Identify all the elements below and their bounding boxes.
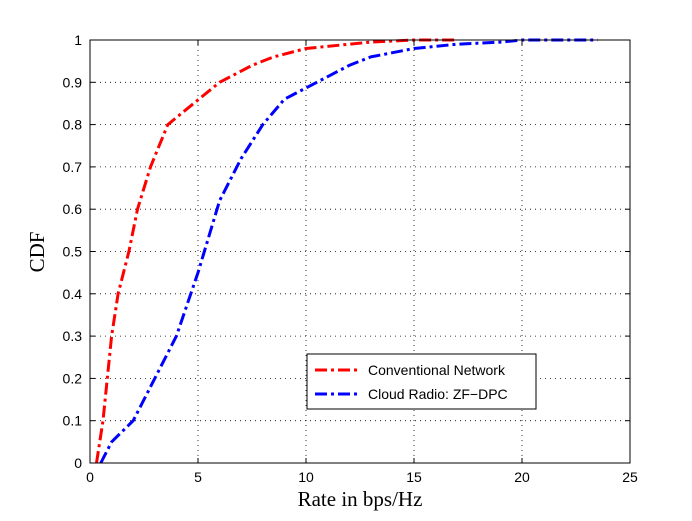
x-tick-label: 15 xyxy=(406,469,422,485)
x-tick-label: 5 xyxy=(194,469,202,485)
y-axis-title: CDF xyxy=(25,232,49,273)
y-tick-label: 0 xyxy=(74,455,82,471)
y-tick-label: 0.9 xyxy=(63,74,83,90)
y-tick-label: 0.7 xyxy=(63,159,83,175)
x-axis-title: Rate in bps/Hz xyxy=(298,487,423,511)
legend: Conventional Network Cloud Radio: ZF−DPC xyxy=(306,353,537,410)
y-tick-label: 0.6 xyxy=(63,201,83,217)
y-tick-label: 0.2 xyxy=(63,370,83,386)
series-layer xyxy=(95,38,598,464)
x-tick-label: 20 xyxy=(514,469,530,485)
series-line-2 xyxy=(99,38,598,464)
y-tick-label: 1 xyxy=(74,32,82,48)
x-tick-label: 10 xyxy=(298,469,314,485)
legend-label-2: Cloud Radio: ZF−DPC xyxy=(368,386,508,402)
grid xyxy=(90,40,630,463)
ticks: 0 5 10 15 20 25 0 0.1 0.2 0.3 0.4 0.5 0.6 0.7 0.8 0.9 1 xyxy=(63,32,638,485)
legend-label-1: Conventional Network xyxy=(368,362,506,378)
y-tick-label: 0.3 xyxy=(63,328,83,344)
legend-box xyxy=(306,353,537,410)
series-line-1 xyxy=(95,38,458,464)
x-tick-label: 0 xyxy=(86,469,94,485)
y-tick-label: 0.8 xyxy=(63,117,83,133)
y-tick-label: 0.1 xyxy=(63,413,83,429)
y-tick-label: 0.4 xyxy=(63,286,83,302)
y-tick-label: 0.5 xyxy=(63,244,83,260)
x-tick-label: 25 xyxy=(622,469,638,485)
